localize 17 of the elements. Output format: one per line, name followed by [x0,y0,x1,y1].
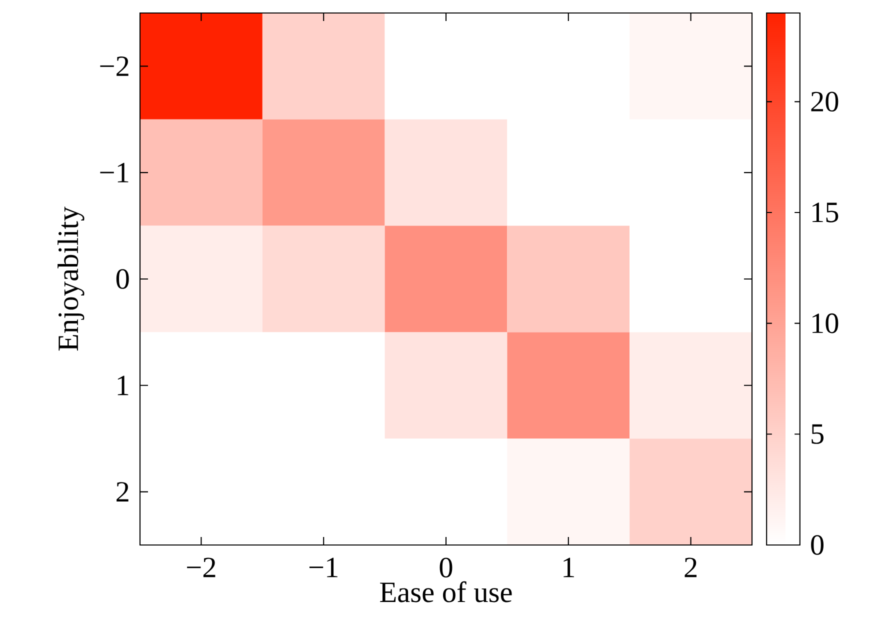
y-tick-label: 0 [116,269,129,289]
y-tick-label: 1 [118,376,128,396]
y-tick-label: 2 [116,482,128,502]
y-axis-title: Enjoyability [58,206,84,351]
color-bar-label: 0 [811,535,824,555]
color-bar-label: 15 [812,202,838,222]
y-tick-label: −2 [100,56,128,76]
x-tick-label: 0 [440,558,452,578]
x-tick-label: −1 [309,558,338,578]
x-axis-title: Ease of use [380,581,512,602]
color-bar-label: 10 [812,313,838,334]
x-tick-label: 1 [564,558,574,578]
x-tick-label: 2 [684,558,697,578]
y-tick-label: −1 [100,162,128,182]
x-tick-label: −2 [187,558,216,578]
color-bar-label: 20 [811,92,838,112]
color-bar-label: 5 [812,424,824,444]
